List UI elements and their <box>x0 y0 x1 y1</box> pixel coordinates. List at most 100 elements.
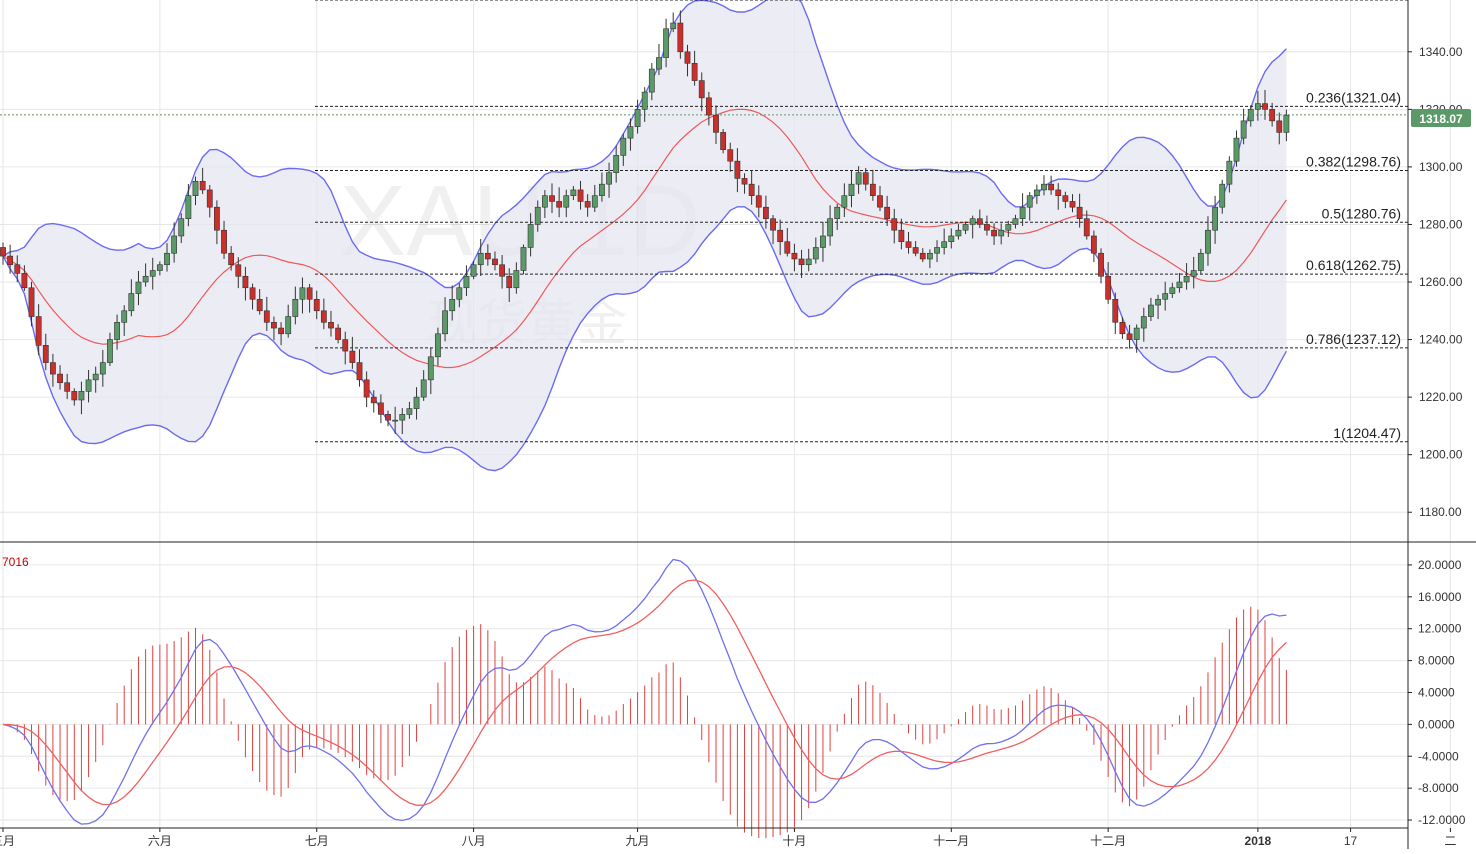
candle-body <box>969 218 976 225</box>
candle-body <box>7 255 14 266</box>
candle-body <box>385 414 391 421</box>
time-tick-label: 2018 <box>1245 834 1272 848</box>
candle-body <box>1190 270 1197 277</box>
candle-body <box>763 206 769 220</box>
candle-body <box>1098 252 1104 277</box>
candle-body <box>228 252 235 266</box>
fibonacci-levels: 0.236(1321.04) 0.382(1298.76) 0.5(1280.76)… <box>0 0 1408 443</box>
candle-body <box>164 252 170 266</box>
candle-body <box>21 273 28 289</box>
candle-body <box>35 316 42 346</box>
candle-body <box>656 57 662 70</box>
candle-body <box>463 275 470 289</box>
candle-body <box>1055 189 1062 196</box>
macd-tick-label: -8.0000 <box>1418 781 1459 795</box>
price-tick-label: 1200.00 <box>1419 448 1463 462</box>
candle-body <box>527 224 534 248</box>
candle-body <box>1033 189 1040 196</box>
candle-body <box>349 350 356 363</box>
candle-body <box>292 298 299 317</box>
candle-body <box>242 275 249 289</box>
candle-body <box>185 195 192 220</box>
candle-body <box>71 391 78 401</box>
candle-body <box>107 339 113 363</box>
candle-body <box>299 287 306 300</box>
candle-body <box>627 126 634 139</box>
candle-body <box>214 206 220 231</box>
candle-body <box>648 68 655 93</box>
candle-body <box>720 132 727 150</box>
time-tick-label: 十月 <box>782 834 806 848</box>
candle-body <box>855 172 862 185</box>
time-tick-label: 十一月 <box>933 834 969 848</box>
candle-body <box>912 247 919 254</box>
time-tick-label: 九月 <box>626 834 650 848</box>
macd-signal-line <box>2 579 1287 806</box>
candle-body <box>506 275 513 289</box>
candle-body <box>962 224 969 231</box>
candle-body <box>85 379 92 392</box>
candle-body <box>1090 235 1097 254</box>
candle-body <box>698 80 705 99</box>
candle-body <box>663 28 669 58</box>
candle-body <box>1262 103 1268 110</box>
candle-body <box>791 252 798 260</box>
candle-body <box>1041 183 1047 191</box>
candle-body <box>820 235 826 248</box>
candle-body <box>142 275 149 283</box>
candle-body <box>919 252 926 260</box>
macd-tick-label: -12.0000 <box>1418 813 1466 827</box>
candle-body <box>955 229 962 237</box>
candle-body <box>399 414 406 421</box>
candle-body <box>1026 195 1033 208</box>
macd-tick-label: 0.0000 <box>1418 717 1455 731</box>
candle-body <box>328 321 334 329</box>
candle-body <box>1048 183 1055 191</box>
candle-body <box>449 298 456 312</box>
candle-body <box>805 258 812 266</box>
candle-body <box>534 206 541 225</box>
price-tick-label: 1260.00 <box>1419 275 1463 289</box>
candle-body <box>1276 120 1283 133</box>
candle-body <box>670 22 677 30</box>
price-badge: 1318.07 <box>1411 109 1471 127</box>
candle-body <box>841 195 848 208</box>
candle-body <box>149 270 156 277</box>
candle-body <box>28 287 35 317</box>
candle-body <box>1155 298 1161 306</box>
price-badge-text: 1318.07 <box>1419 112 1463 126</box>
candle-body <box>905 241 912 248</box>
candle-body <box>862 172 869 185</box>
candle-body <box>677 22 684 53</box>
candle-body <box>320 310 327 323</box>
candle-body <box>1226 160 1233 185</box>
candle-body <box>1254 103 1261 110</box>
candle-body <box>684 51 691 64</box>
candle-body <box>1012 218 1019 225</box>
candle-body <box>206 189 213 208</box>
candle-body <box>848 183 855 196</box>
candle-body <box>135 281 142 294</box>
candle-body <box>50 362 56 375</box>
candle-body <box>705 97 712 116</box>
candle-body <box>171 235 178 254</box>
candle-body <box>1148 304 1154 317</box>
candle-body <box>869 183 876 196</box>
moving-average-line <box>2 108 1287 369</box>
candle-body <box>1069 201 1076 208</box>
candle-body <box>834 206 841 220</box>
candlesticks[interactable] <box>0 10 1290 435</box>
candle-body <box>42 345 49 363</box>
candle-body <box>877 195 883 208</box>
candle-body <box>413 396 420 409</box>
candle-body <box>492 258 498 266</box>
candle-body <box>570 189 577 196</box>
candle-body <box>420 379 427 398</box>
candle-body <box>926 252 933 260</box>
candle-body <box>335 327 342 340</box>
candle-body <box>1283 114 1290 133</box>
candle-body <box>727 149 734 162</box>
candle-body <box>1233 137 1240 162</box>
candle-body <box>1062 195 1069 202</box>
